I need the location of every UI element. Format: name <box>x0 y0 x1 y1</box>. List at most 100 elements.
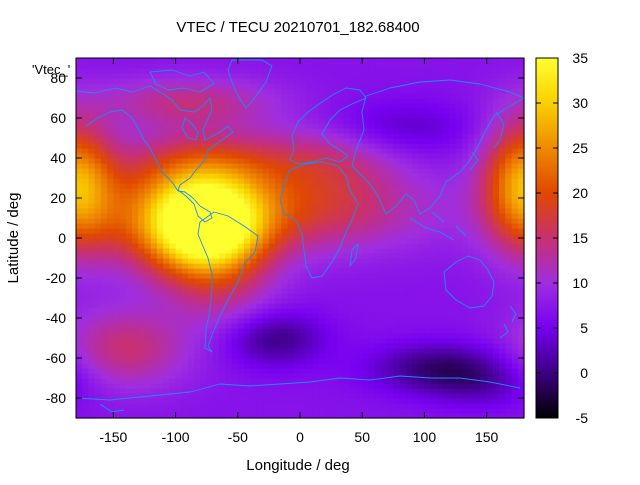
heat-cell <box>492 173 500 179</box>
heat-cell <box>343 408 351 414</box>
heat-cell <box>169 353 177 359</box>
heat-cell <box>455 128 463 134</box>
heat-cell <box>499 358 506 364</box>
heat-cell <box>76 348 83 354</box>
heat-cell <box>374 343 382 349</box>
heat-cell <box>181 288 189 294</box>
heat-cell <box>300 298 307 304</box>
heat-cell <box>455 93 463 99</box>
heat-cell <box>393 208 401 214</box>
heat-cell <box>449 408 457 414</box>
heat-cell <box>430 378 438 384</box>
heat-cell <box>368 398 376 404</box>
heat-cell <box>492 168 500 174</box>
heat-cell <box>380 273 388 279</box>
heat-cell <box>461 93 469 99</box>
heat-cell <box>356 153 363 159</box>
heat-cell <box>76 248 83 254</box>
heat-cell <box>374 163 382 169</box>
heat-cell <box>468 388 475 394</box>
heat-cell <box>312 233 320 239</box>
heat-cell <box>318 288 326 294</box>
heat-cell <box>480 63 488 69</box>
heat-cell <box>256 98 264 104</box>
heat-cell <box>188 303 195 309</box>
heat-cell <box>169 123 177 129</box>
heat-cell <box>349 368 357 374</box>
heat-cell <box>331 208 338 214</box>
heat-cell <box>424 188 432 194</box>
heat-cell <box>275 343 282 349</box>
heat-cell <box>113 203 121 209</box>
heat-cell <box>219 343 226 349</box>
heat-cell <box>293 223 301 229</box>
heat-cell <box>424 343 432 349</box>
heat-cell <box>461 403 469 409</box>
heat-cell <box>443 168 450 174</box>
heat-cell <box>237 363 245 369</box>
heat-cell <box>399 253 407 259</box>
heat-cell <box>343 393 351 399</box>
heat-cell <box>331 298 338 304</box>
heat-cell <box>156 78 164 84</box>
heat-cell <box>343 353 351 359</box>
heat-cell <box>181 323 189 329</box>
heat-cell <box>138 408 146 414</box>
heat-cell <box>306 188 314 194</box>
heat-cell <box>163 303 170 309</box>
heat-cell <box>194 248 202 254</box>
heat-cell <box>175 393 183 399</box>
heat-cell <box>100 173 108 179</box>
heat-cell <box>206 388 214 394</box>
heat-cell <box>337 198 345 204</box>
heat-cell <box>244 373 251 379</box>
heat-cell <box>244 323 251 329</box>
heat-cell <box>468 268 475 274</box>
heat-cell <box>474 273 482 279</box>
heat-cell <box>480 263 488 269</box>
heat-cell <box>368 63 376 69</box>
heat-cell <box>113 58 121 64</box>
heat-cell <box>424 293 432 299</box>
heat-cell <box>399 398 407 404</box>
heat-cell <box>468 308 475 314</box>
heat-cell <box>349 308 357 314</box>
heat-cell <box>318 188 326 194</box>
heat-cell <box>256 393 264 399</box>
heat-cell <box>455 58 463 64</box>
heat-cell <box>256 143 264 149</box>
heat-cell <box>349 113 357 119</box>
heat-cell <box>399 128 407 134</box>
heat-cell <box>318 98 326 104</box>
heat-cell <box>256 228 264 234</box>
heat-cell <box>76 73 83 79</box>
heat-cell <box>393 218 401 224</box>
heat-cell <box>150 353 158 359</box>
heat-cell <box>387 68 394 74</box>
heat-cell <box>343 368 351 374</box>
heat-cell <box>82 343 90 349</box>
heat-cell <box>349 268 357 274</box>
heat-cell <box>194 383 202 389</box>
heat-cell <box>449 158 457 164</box>
heat-cell <box>399 258 407 264</box>
heat-cell <box>138 143 146 149</box>
heat-cell <box>443 268 450 274</box>
heat-cell <box>380 198 388 204</box>
heat-cell <box>88 108 96 114</box>
heat-cell <box>505 308 513 314</box>
heat-cell <box>244 208 251 214</box>
heat-cell <box>250 103 258 109</box>
heat-cell <box>331 108 338 114</box>
heat-cell <box>250 238 258 244</box>
heat-cell <box>480 293 488 299</box>
heat-cell <box>430 118 438 124</box>
heat-cell <box>430 68 438 74</box>
heat-cell <box>244 193 251 199</box>
heat-cell <box>125 238 133 244</box>
heat-cell <box>455 168 463 174</box>
heat-cell <box>138 58 146 64</box>
heat-cell <box>100 243 108 249</box>
heat-cell <box>94 178 102 184</box>
heat-cell <box>424 283 432 289</box>
